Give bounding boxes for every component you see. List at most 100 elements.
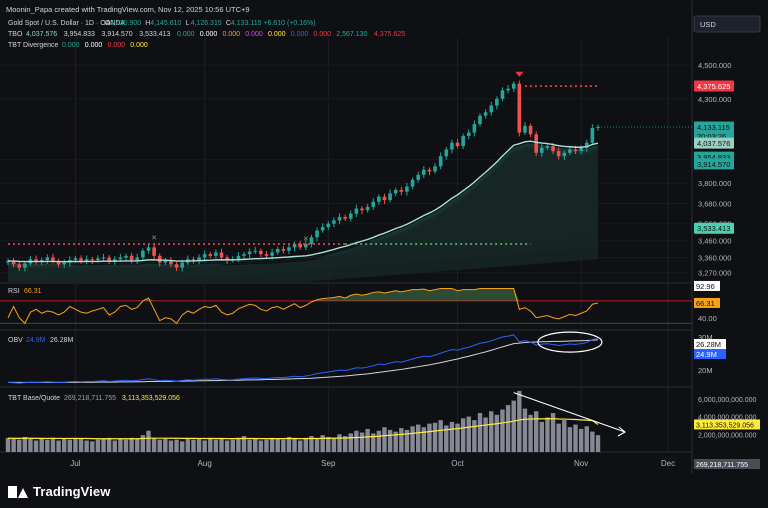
y-tick-label: 4,300.000 <box>698 95 731 104</box>
candle <box>6 260 10 263</box>
rsi-pane-value: 66.31 <box>24 288 42 295</box>
candle <box>562 152 567 157</box>
candle <box>51 257 55 261</box>
candle <box>73 258 78 261</box>
tbt-volume-bar <box>196 438 202 452</box>
price-tag-label: 4,375.625 <box>697 82 730 91</box>
tbt-volume-bar <box>101 438 106 452</box>
tbt-volume-bar <box>61 438 67 452</box>
tbt-volume-bar <box>236 437 241 452</box>
tbt-volume-bar <box>387 429 393 452</box>
candle <box>45 257 50 261</box>
legend-ohlc-key: O <box>105 20 111 27</box>
candle <box>180 262 184 268</box>
candle <box>483 112 488 116</box>
legend-tbo-value: 0.000 <box>314 31 332 38</box>
candle <box>455 142 460 147</box>
tbt-pane-name: TBT Base/Quote <box>8 395 60 402</box>
candle <box>219 252 224 258</box>
tbt-volume-bar <box>432 422 438 452</box>
candle <box>146 247 151 251</box>
tbt-volume-bar <box>106 437 112 452</box>
footer: TradingView <box>0 474 768 508</box>
tbt-volume-bar <box>22 436 28 452</box>
tbt-volume-bar <box>297 440 303 452</box>
legend-tbt-divergence-value: 0.000 <box>62 42 80 49</box>
tbt-volume-bar <box>359 432 365 452</box>
candle <box>495 98 499 106</box>
tbt-volume-bar <box>365 428 370 452</box>
y-tick-label: 3,270.000 <box>698 269 731 278</box>
candle <box>500 90 505 99</box>
price-tag <box>694 158 734 170</box>
tbt-volume-bar <box>84 440 89 452</box>
y-tick-label: 3,360.000 <box>698 254 731 263</box>
legend-tbo-value: 0.000 <box>268 31 286 38</box>
candle <box>275 249 280 253</box>
tbt-volume-bar <box>421 427 427 452</box>
tbt-volume-bar <box>163 438 168 452</box>
obv-pane-name: OBV <box>8 337 23 344</box>
tbt-volume-bar <box>202 440 207 452</box>
tbt-volume-bar <box>90 441 95 452</box>
candle <box>410 179 415 187</box>
candle <box>124 255 128 258</box>
tbt-volume-bar <box>224 440 230 452</box>
tbt-volume-bar <box>230 439 235 452</box>
price-tag-label: 20:03:26 <box>697 132 726 141</box>
obv-pane-value1: 24.9M <box>26 337 46 344</box>
trend-band <box>8 148 598 282</box>
y-tick-label: 4,500.000 <box>698 61 731 70</box>
tbt-volume-bar <box>264 439 269 452</box>
tbt-volume-bar <box>56 440 61 452</box>
candle <box>152 247 156 256</box>
candle <box>107 257 111 261</box>
obv-annotation-circle <box>537 331 603 353</box>
candle <box>96 258 100 261</box>
sell-signal-marker <box>515 71 524 77</box>
attribution-text: Moonin_Papa created with TradingView.com… <box>6 5 250 14</box>
tbt-volume-bar <box>578 428 584 452</box>
candle <box>596 126 600 129</box>
tbt-volume-bar <box>39 438 44 452</box>
candle <box>169 260 173 265</box>
candle <box>427 169 432 172</box>
tbt-volume-bar <box>449 421 455 452</box>
tbt-volume-bar <box>275 438 280 452</box>
tbt-tick-label: 2,000,000,000.000 <box>698 432 756 439</box>
y-tick-label: 3,460.000 <box>698 237 731 246</box>
candle <box>11 260 16 265</box>
candle <box>472 124 477 133</box>
tbt-volume-bar <box>550 413 556 452</box>
tbt-trend-arrow-line <box>513 392 626 433</box>
legend-tbt-divergence-value: 0.000 <box>85 42 103 49</box>
candle <box>163 260 168 263</box>
y-tick-label: 3,800.000 <box>698 179 731 188</box>
legend-tbo-value: 3,914.570 <box>102 31 133 38</box>
candle <box>365 206 370 211</box>
tradingview-logo[interactable]: TradingView <box>8 484 110 499</box>
tbt-volume-bar <box>444 425 449 452</box>
legend-ohlc-value: 4,133.115 +6.610 (+0.16%) <box>231 20 316 27</box>
tbt-volume-bar <box>185 438 191 452</box>
legend-tbo-value: 3,954.833 <box>64 31 95 38</box>
candle <box>309 237 314 245</box>
candle <box>506 88 510 91</box>
tbt-volume-bar <box>500 409 505 452</box>
tbt-volume-bar <box>135 438 140 452</box>
price-tag <box>694 137 734 149</box>
candle <box>129 255 134 261</box>
x-tick-label: Sep <box>321 459 336 468</box>
tbt-volume-bar <box>455 423 460 452</box>
tradingview-brand-text: TradingView <box>33 484 111 499</box>
legend-tbo-value: 4,037.576 <box>26 31 57 38</box>
candle <box>584 142 589 148</box>
tbt-volume-bar <box>477 413 483 452</box>
tbt-volume-bar <box>33 440 39 452</box>
candle <box>590 128 595 143</box>
currency-box[interactable] <box>693 15 761 33</box>
candle <box>371 201 376 207</box>
tbt-volume-bar <box>11 438 16 452</box>
x-tick-label: Oct <box>451 459 464 468</box>
candle <box>320 227 325 231</box>
